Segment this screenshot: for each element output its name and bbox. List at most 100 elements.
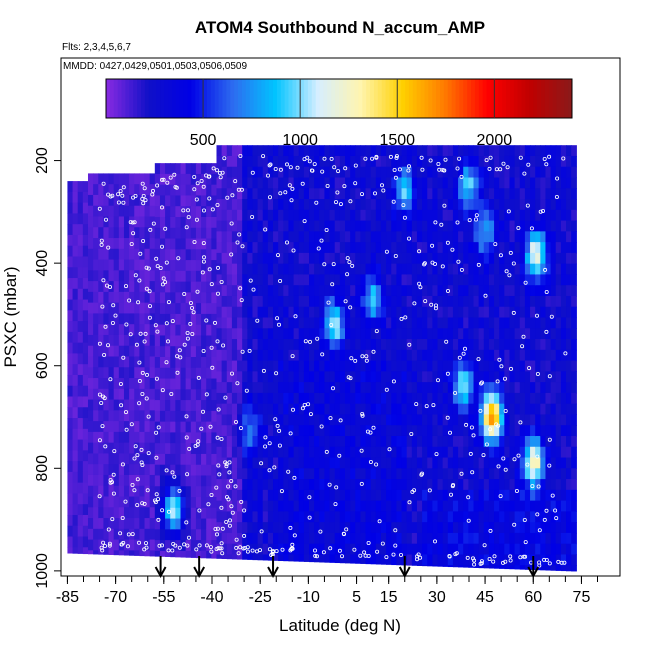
heatmap-cell <box>190 486 197 498</box>
heatmap-cell <box>334 285 341 297</box>
sample-point <box>144 286 149 291</box>
heatmap-cell <box>185 195 192 207</box>
heatmap-cell <box>278 371 284 383</box>
sample-point <box>184 520 189 525</box>
heatmap-cell <box>129 528 135 541</box>
heatmap-cell <box>473 511 480 523</box>
heatmap-cell <box>360 414 367 426</box>
heatmap-cell <box>67 191 74 204</box>
heatmap-cell <box>370 489 377 502</box>
heatmap-cell <box>447 543 454 556</box>
sample-point <box>397 167 402 172</box>
heatmap-cell <box>560 188 567 200</box>
heatmap-cell <box>560 371 567 383</box>
heatmap-cell <box>571 231 577 243</box>
colorbar-segment <box>261 79 266 118</box>
heatmap-cell <box>545 457 552 469</box>
heatmap-cell <box>571 479 577 491</box>
heatmap-cell <box>298 414 305 426</box>
heatmap-cell <box>488 209 495 222</box>
heatmap-cell <box>530 339 536 351</box>
heatmap-cell <box>154 357 161 369</box>
heatmap-cell <box>324 500 331 512</box>
heatmap-cell <box>159 173 166 186</box>
heatmap-cell <box>452 209 459 222</box>
heatmap-cell <box>345 489 351 502</box>
heatmap-cell <box>365 155 372 168</box>
heatmap-cell <box>283 532 290 545</box>
heatmap-cell <box>129 291 135 304</box>
heatmap-cell <box>401 155 408 168</box>
heatmap-cell <box>293 543 300 556</box>
colorbar-segment <box>206 79 212 118</box>
heatmap-cell <box>303 511 310 523</box>
heatmap-cell <box>571 489 577 502</box>
heatmap-cell <box>422 252 428 265</box>
heatmap-cell <box>463 371 469 383</box>
sample-point <box>234 545 239 550</box>
sample-point <box>435 378 440 383</box>
heatmap-cell <box>375 554 382 565</box>
sample-point <box>106 192 111 197</box>
heatmap-cell <box>170 464 176 477</box>
heatmap-cell <box>406 414 413 426</box>
heatmap-cell <box>386 209 392 222</box>
heatmap-cell <box>345 285 351 297</box>
heatmap-cell <box>118 474 125 487</box>
heatmap-cell <box>175 475 182 487</box>
sample-point <box>495 379 500 384</box>
heatmap-cell <box>339 425 346 437</box>
heatmap-cell <box>267 468 274 480</box>
heatmap-cell <box>118 388 125 401</box>
sample-point <box>138 251 143 256</box>
heatmap-cell <box>365 166 372 179</box>
sample-point <box>229 504 234 509</box>
heatmap-cell <box>458 425 464 437</box>
heatmap-cell <box>123 474 130 487</box>
heatmap-cell <box>524 532 531 545</box>
heatmap-cell <box>473 489 480 502</box>
heatmap-cell <box>309 532 315 545</box>
heatmap-cell <box>422 177 428 189</box>
sample-point <box>143 331 148 336</box>
heatmap-cell <box>185 400 192 412</box>
heatmap-cell <box>231 166 238 179</box>
heatmap-cell <box>129 194 135 207</box>
colorbar-border <box>105 78 573 119</box>
heatmap-cell <box>293 511 300 523</box>
heatmap-cell <box>319 145 326 157</box>
heatmap-cell <box>370 392 377 405</box>
heatmap-cell <box>530 285 536 297</box>
sample-point <box>141 238 146 243</box>
heatmap-cell <box>370 145 377 157</box>
heatmap-cell <box>314 522 320 534</box>
sample-point <box>201 241 206 246</box>
heatmap-cell <box>422 231 428 243</box>
heatmap-cell <box>530 414 536 426</box>
heatmap-cell <box>329 328 336 340</box>
heatmap-cell <box>319 479 326 491</box>
sample-point <box>403 315 408 320</box>
heatmap-cell <box>175 163 182 175</box>
sample-point <box>550 493 555 498</box>
heatmap-cell <box>185 184 192 197</box>
heatmap-cell <box>447 349 454 362</box>
heatmap-cell <box>458 274 464 286</box>
heatmap-cell <box>303 392 310 405</box>
heatmap-cell <box>560 522 567 534</box>
heatmap-cell <box>555 565 562 571</box>
heatmap-cell <box>468 349 475 362</box>
heatmap-cell <box>303 295 310 308</box>
heatmap-cell <box>293 392 300 405</box>
heatmap-cell <box>473 263 480 276</box>
heatmap-cell <box>468 565 475 568</box>
heatmap-cell <box>365 263 372 276</box>
colorbar-segment <box>249 79 255 118</box>
heatmap-cell <box>499 543 505 556</box>
heatmap-cell <box>195 238 202 250</box>
heatmap-cell <box>159 421 166 433</box>
heatmap-cell <box>416 209 423 222</box>
sample-point <box>157 543 162 548</box>
heatmap-cell <box>103 453 110 465</box>
